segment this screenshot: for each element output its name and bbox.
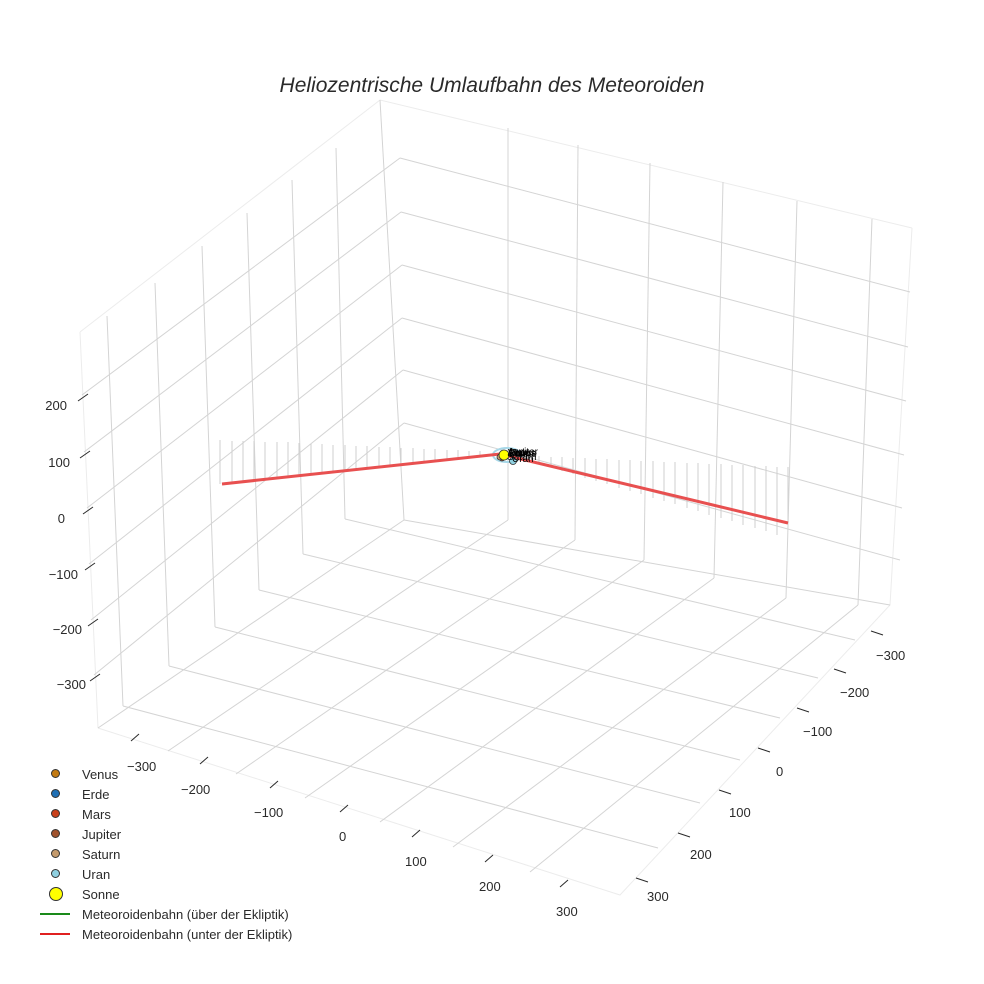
- y-axis: −300 −200 −100 0 100 200 300: [127, 733, 578, 919]
- z-tick-label: −100: [49, 567, 78, 582]
- legend-item-mars[interactable]: Mars: [36, 804, 292, 824]
- legend-item-uran[interactable]: Uran: [36, 864, 292, 884]
- venus-legend-icon: [36, 764, 78, 784]
- x-tick-label: 300: [647, 889, 669, 904]
- planet-label-venus: Venus: [508, 448, 536, 459]
- z-tick-label: 200: [45, 398, 67, 413]
- x-tick-label: −200: [840, 685, 869, 700]
- meteoroid-path-below-ecliptic[interactable]: [221, 452, 789, 525]
- uran-legend-icon: [36, 864, 78, 884]
- z-tick-label: −300: [57, 677, 86, 692]
- planet-label-mars: Mars: [509, 448, 531, 459]
- legend-label: Venus: [82, 766, 119, 782]
- planet-label-sonne: Sonne: [508, 449, 537, 460]
- jupiter-legend-icon: [36, 824, 78, 844]
- green-line-legend-icon: [36, 904, 78, 924]
- y-tick-label: 200: [479, 879, 501, 894]
- legend-item-sonne[interactable]: Sonne: [36, 884, 292, 904]
- planet-labels: Venus Erde Mars Jupiter Saturn Uran Sonn…: [507, 447, 539, 465]
- legend-label: Sonne: [82, 886, 120, 902]
- legend-item-jupiter[interactable]: Jupiter: [36, 824, 292, 844]
- z-axis: 200 100 0 −100 −200 −300: [45, 393, 101, 692]
- legend-item-path-below[interactable]: Meteoroidenbahn (unter der Ekliptik): [36, 924, 292, 944]
- red-line-legend-icon: [36, 924, 78, 944]
- gridlines-right-wall: [379, 99, 911, 606]
- legend-item-path-above[interactable]: Meteoroidenbahn (über der Ekliptik): [36, 904, 292, 924]
- x-tick-label: 200: [690, 847, 712, 862]
- legend-label: Jupiter: [82, 826, 122, 842]
- chart-title: Heliozentrische Umlaufbahn des Meteoroid…: [279, 74, 705, 97]
- planet-label-uran: Uran: [512, 454, 534, 465]
- legend-label: Mars: [82, 806, 111, 822]
- legend-label: Uran: [82, 866, 111, 882]
- gridlines-left-wall: [81, 147, 405, 707]
- gridlines-floor: [97, 518, 891, 873]
- y-tick-label: 300: [556, 904, 578, 919]
- x-tick-label: −100: [803, 724, 832, 739]
- legend-label: Meteoroidenbahn (über der Ekliptik): [82, 906, 289, 922]
- z-tick-label: 100: [48, 455, 70, 470]
- planet-label-saturn: Saturn: [507, 452, 536, 463]
- saturn-legend-icon: [36, 844, 78, 864]
- x-axis: −300 −200 −100 0 100 200 300: [635, 630, 905, 904]
- legend-item-venus[interactable]: Venus: [36, 764, 292, 784]
- planet-label-jupiter: Jupiter: [508, 447, 539, 458]
- legend: Venus Erde Mars Jupiter Saturn Uran Sonn…: [36, 764, 292, 944]
- x-tick-label: −300: [876, 648, 905, 663]
- erde-legend-icon: [36, 784, 78, 804]
- legend-label: Meteoroidenbahn (unter der Ekliptik): [82, 926, 293, 942]
- mars-legend-icon: [36, 804, 78, 824]
- planet-markers[interactable]: [496, 449, 517, 465]
- legend-item-saturn[interactable]: Saturn: [36, 844, 292, 864]
- z-tick-label: 0: [58, 511, 65, 526]
- legend-label: Erde: [82, 786, 110, 802]
- y-tick-label: −200: [181, 782, 210, 797]
- sonne-marker[interactable]: [498, 449, 510, 461]
- ecliptic-drop-lines: [219, 440, 789, 535]
- x-tick-label: 100: [729, 805, 751, 820]
- planet-label-erde: Erde: [509, 448, 531, 459]
- y-tick-label: 100: [405, 854, 427, 869]
- z-tick-label: −200: [53, 622, 82, 637]
- x-tick-label: 0: [776, 764, 783, 779]
- y-tick-label: 0: [339, 829, 346, 844]
- y-tick-label: −300: [127, 759, 156, 774]
- legend-label: Saturn: [82, 846, 121, 862]
- y-tick-label: −100: [254, 805, 283, 820]
- legend-item-erde[interactable]: Erde: [36, 784, 292, 804]
- sonne-legend-icon: [36, 884, 78, 904]
- uran-marker[interactable]: [509, 457, 517, 465]
